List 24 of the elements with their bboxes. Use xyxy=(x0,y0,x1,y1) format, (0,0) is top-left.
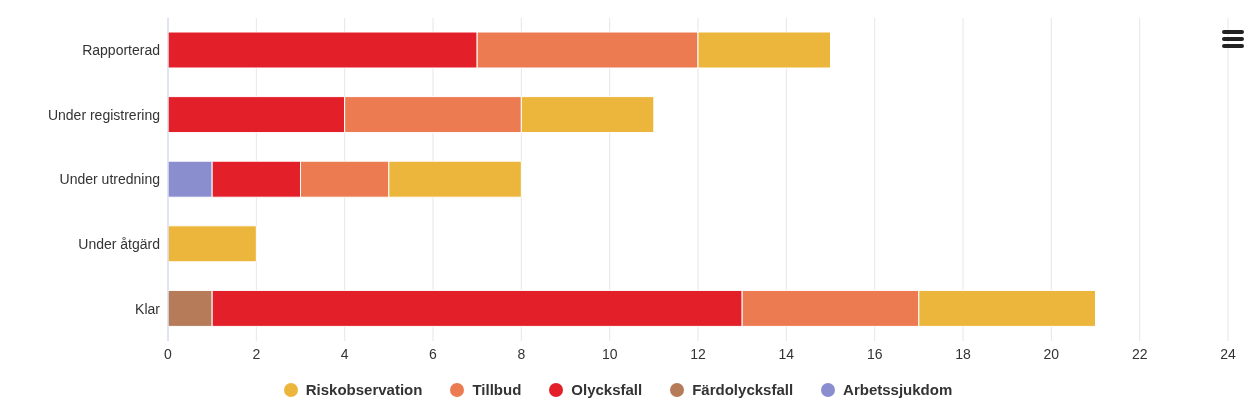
x-tick-label: 2 xyxy=(252,345,261,362)
legend-label: Olycksfall xyxy=(570,381,643,398)
y-tick-label: Klar xyxy=(135,300,161,317)
x-tick-label: 10 xyxy=(601,345,618,362)
bar xyxy=(168,225,257,263)
x-tick-label: 4 xyxy=(340,345,349,362)
y-tick-label: Under utredning xyxy=(59,171,160,188)
x-tick-label: 20 xyxy=(1043,345,1060,362)
y-tick-label: Rapporterad xyxy=(82,42,160,59)
x-tick-label: 14 xyxy=(778,345,795,362)
x-tick-label: 22 xyxy=(1131,345,1148,362)
x-tick-label: 24 xyxy=(1220,345,1236,362)
x-tick-label: 12 xyxy=(690,345,706,362)
x-tick-label: 6 xyxy=(429,345,438,362)
legend-label: Arbetssjukdom xyxy=(842,381,953,398)
y-tick-label: Under åtgärd xyxy=(78,236,160,253)
y-tick-label: Under registrering xyxy=(47,106,160,123)
legend-label: Färdolycksfall xyxy=(691,381,794,398)
x-tick-label: 16 xyxy=(866,345,883,362)
x-tick-label: 18 xyxy=(955,345,971,362)
legend-label: Tillbud xyxy=(471,381,522,398)
legend-label: Riskobservation xyxy=(304,381,423,398)
x-tick-label: 0 xyxy=(164,345,173,362)
x-tick-label: 8 xyxy=(517,345,526,362)
